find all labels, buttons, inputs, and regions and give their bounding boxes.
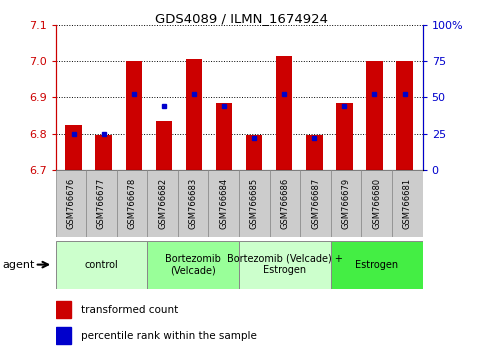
Text: GSM766687: GSM766687	[311, 178, 320, 229]
Bar	[209, 170, 239, 237]
Bar	[56, 170, 86, 237]
Text: GSM766679: GSM766679	[341, 178, 351, 229]
Text: GSM766682: GSM766682	[158, 178, 167, 229]
Bar	[336, 103, 353, 170]
Bar	[239, 241, 331, 289]
Bar	[156, 121, 172, 170]
Bar	[56, 241, 147, 289]
Bar	[56, 327, 71, 344]
Text: GSM766685: GSM766685	[250, 178, 259, 229]
Bar	[178, 170, 209, 237]
Text: transformed count: transformed count	[81, 305, 179, 315]
Text: percentile rank within the sample: percentile rank within the sample	[81, 331, 257, 341]
Text: Estrogen: Estrogen	[355, 259, 398, 270]
Bar	[96, 136, 112, 170]
Bar	[276, 56, 293, 170]
Text: agent: agent	[2, 259, 35, 270]
Text: control: control	[85, 259, 118, 270]
Bar	[246, 136, 262, 170]
Text: GSM766676: GSM766676	[66, 178, 75, 229]
Text: GSM766681: GSM766681	[403, 178, 412, 229]
Bar	[361, 170, 392, 237]
Bar	[147, 241, 239, 289]
Bar	[300, 170, 331, 237]
Bar	[239, 170, 270, 237]
Bar	[331, 241, 423, 289]
Bar	[270, 170, 300, 237]
Text: GSM766677: GSM766677	[97, 178, 106, 229]
Bar	[366, 61, 383, 170]
Text: GSM766683: GSM766683	[189, 178, 198, 229]
Text: Bortezomib (Velcade) +
Estrogen: Bortezomib (Velcade) + Estrogen	[227, 254, 343, 275]
Bar	[56, 301, 71, 319]
Bar	[86, 170, 117, 237]
Text: GSM766680: GSM766680	[372, 178, 381, 229]
Bar	[306, 136, 323, 170]
Text: GSM766684: GSM766684	[219, 178, 228, 229]
Bar	[396, 61, 413, 170]
Bar	[216, 103, 232, 170]
Text: GSM766686: GSM766686	[281, 178, 289, 229]
Bar	[331, 170, 361, 237]
Bar	[117, 170, 147, 237]
Bar	[65, 125, 82, 170]
Bar	[392, 170, 423, 237]
Text: Bortezomib
(Velcade): Bortezomib (Velcade)	[165, 254, 221, 275]
Text: GSM766678: GSM766678	[128, 178, 137, 229]
Bar	[126, 61, 142, 170]
Bar	[185, 59, 202, 170]
Bar	[147, 170, 178, 237]
Text: GDS4089 / ILMN_1674924: GDS4089 / ILMN_1674924	[155, 12, 328, 25]
